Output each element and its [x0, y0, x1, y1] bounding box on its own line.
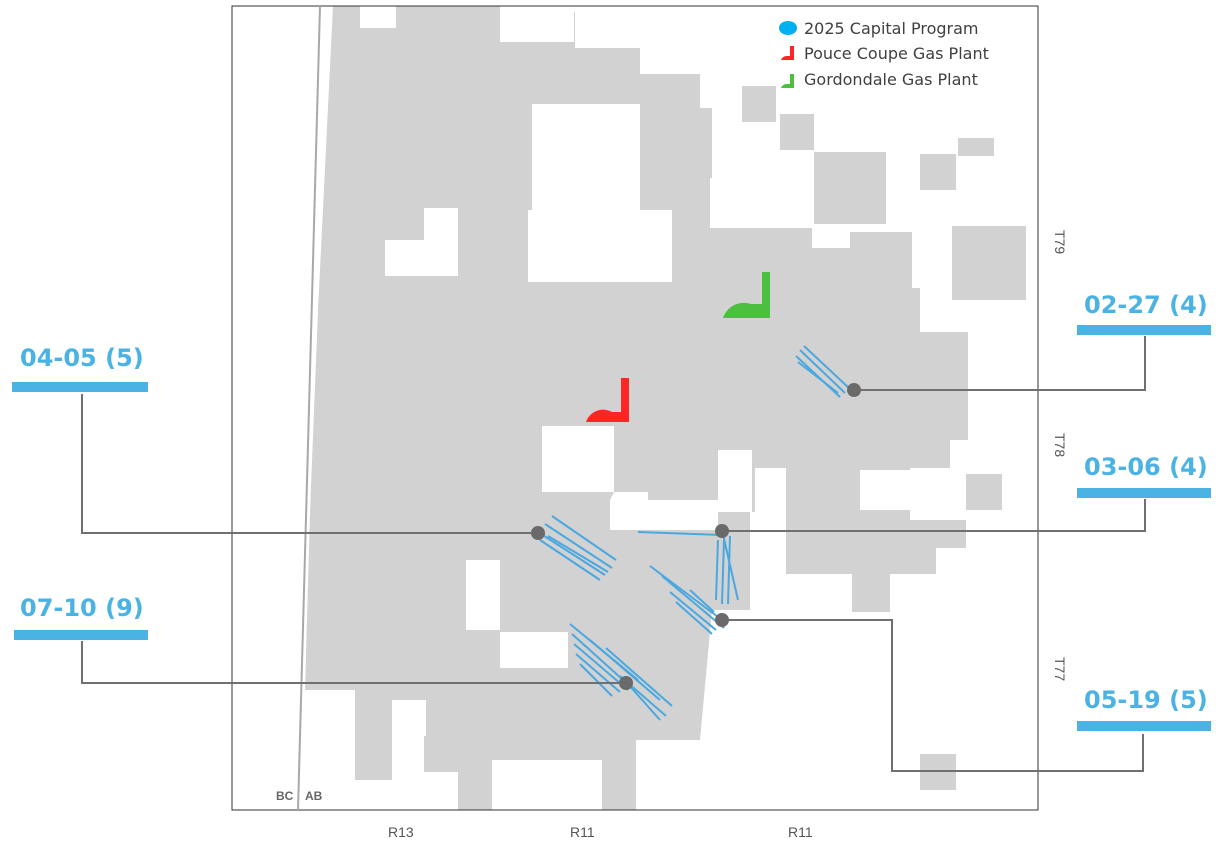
legend-label: Gordondale Gas Plant: [804, 69, 978, 89]
callout-07-10-bar: [14, 630, 148, 640]
callout-04-05-bar: [12, 382, 148, 392]
dot-04-05: [531, 526, 545, 540]
legend-item-gordondale: Gordondale Gas Plant: [782, 68, 978, 90]
callout-07-10-label: 07-10 (9): [20, 594, 144, 622]
dot-07-10: [619, 676, 633, 690]
range-label-r11-east: R11: [788, 824, 813, 840]
map-frame: [231, 5, 1039, 811]
range-label-r11-west: R11: [570, 824, 595, 840]
land-holdings: [305, 6, 1026, 810]
legend-label: 2025 Capital Program: [804, 18, 979, 38]
green-plant-icon: [781, 74, 794, 88]
callout-04-05-label: 04-05 (5): [20, 344, 144, 372]
pouce-coupe-plant-icon: [586, 378, 629, 422]
callout-02-27-label: 02-27 (4): [1084, 291, 1208, 319]
red-plant-icon: [781, 46, 794, 60]
callout-03-06-label: 03-06 (4): [1084, 453, 1208, 481]
bc-ab-border: [297, 5, 321, 811]
township-label-t78: T78: [1052, 433, 1068, 458]
township-label-t77: T77: [1052, 657, 1068, 682]
well-lines: [537, 345, 851, 721]
callout-03-06-bar: [1077, 488, 1211, 498]
gordondale-plant-icon: [723, 272, 770, 318]
dot-02-27: [847, 383, 861, 397]
dot-05-19: [715, 613, 729, 627]
callout-05-19-label: 05-19 (5): [1084, 686, 1208, 714]
leader-lines: [81, 336, 1146, 772]
blue-ellipse-icon: [779, 21, 797, 35]
legend-label: Pouce Coupe Gas Plant: [804, 43, 989, 63]
land-gaps: [238, 6, 916, 810]
dot-03-06: [715, 524, 729, 538]
province-label-ab: AB: [305, 789, 323, 803]
legend-item-capital: 2025 Capital Program: [782, 17, 979, 39]
leader-dots: [531, 383, 861, 690]
range-label-r13: R13: [388, 824, 414, 840]
callout-05-19-bar: [1077, 721, 1211, 731]
callout-02-27-bar: [1077, 325, 1211, 335]
legend-item-pouce-coupe: Pouce Coupe Gas Plant: [782, 42, 989, 64]
province-label-bc: BC: [276, 789, 294, 803]
legend-icons: [779, 21, 797, 88]
township-label-t79: T79: [1052, 230, 1068, 255]
